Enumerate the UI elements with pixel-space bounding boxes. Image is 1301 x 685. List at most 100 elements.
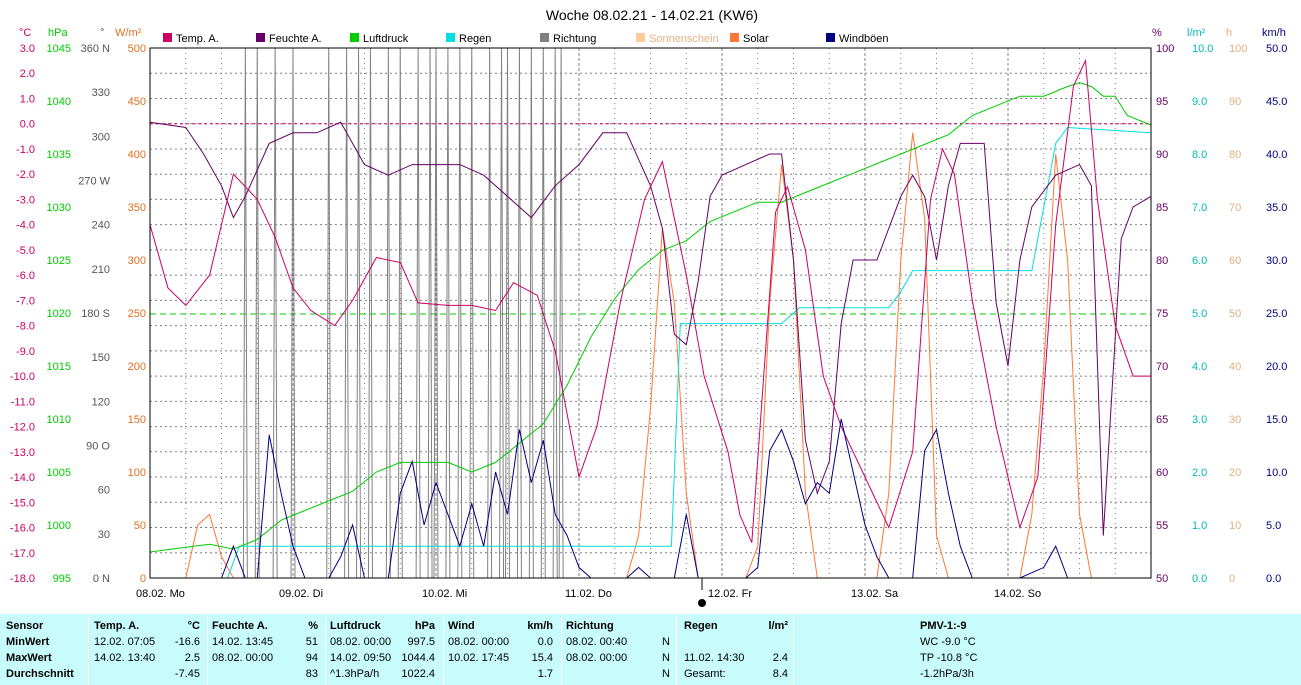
tick-label-sunshine: 30 bbox=[1229, 414, 1241, 426]
legend-swatch bbox=[163, 33, 172, 42]
tick-label-temp: -3.0 bbox=[16, 194, 35, 206]
tick-label-direction: 60 bbox=[98, 485, 110, 497]
tick-label-pressure: 1015 bbox=[47, 361, 71, 373]
tick-label-wind: 45.0 bbox=[1266, 96, 1287, 108]
tick-label-wind: 10.0 bbox=[1266, 467, 1287, 479]
stats-header-wind-unit: km/h bbox=[527, 620, 553, 632]
tick-label-pressure: 1035 bbox=[47, 149, 71, 161]
max-temp-time: 14.02. 13:40 bbox=[94, 652, 156, 664]
stats-header-pmv: PMV-1:-9 bbox=[920, 620, 967, 632]
tick-label-temp: -4.0 bbox=[16, 220, 35, 232]
legend-label: Temp. A. bbox=[176, 33, 219, 45]
axis-unit-label: l/m² bbox=[1187, 27, 1206, 39]
avg-pressure-value: 1022.4 bbox=[401, 668, 435, 680]
tick-label-pressure: 1025 bbox=[47, 255, 71, 267]
tick-label-rain: 9.0 bbox=[1192, 96, 1207, 108]
tick-label-solar: 100 bbox=[128, 467, 146, 479]
min-temp-value: -16.6 bbox=[174, 636, 200, 648]
tick-label-temp: -14.0 bbox=[10, 472, 35, 484]
tick-label-wind: 35.0 bbox=[1266, 202, 1287, 214]
tick-label-sunshine: 40 bbox=[1229, 361, 1241, 373]
max-temp-value: 2.5 bbox=[184, 652, 200, 664]
tick-label-solar: 300 bbox=[128, 255, 146, 267]
rain-total-value: 8.4 bbox=[772, 668, 788, 680]
now-marker-icon bbox=[698, 599, 706, 607]
tick-label-solar: 200 bbox=[128, 361, 146, 373]
tick-label-pressure: 1000 bbox=[47, 520, 71, 532]
tick-label-wind: 50.0 bbox=[1266, 43, 1287, 55]
tick-label-sunshine: 10 bbox=[1229, 520, 1241, 532]
tick-label-temp: -18.0 bbox=[10, 573, 35, 585]
row-min-label: MinWert bbox=[6, 636, 50, 648]
tick-label-temp: -9.0 bbox=[16, 346, 35, 358]
tick-label-sunshine: 50 bbox=[1229, 308, 1241, 320]
avg-direction-value: N bbox=[662, 668, 670, 680]
axes: 08.02. Mo 09.02. Di 10.02. Mi 11.02. Do 12.0… bbox=[10, 27, 1288, 600]
tick-label-temp: -16.0 bbox=[10, 523, 35, 535]
tick-label-humidity: 55 bbox=[1156, 520, 1168, 532]
tick-label-rain: 10.0 bbox=[1192, 43, 1213, 55]
tick-label-solar: 250 bbox=[128, 308, 146, 320]
direction-spike bbox=[385, 47, 391, 579]
legend-label: Richtung bbox=[553, 33, 596, 45]
direction-spike bbox=[242, 47, 248, 579]
day-label: 13.02. Sa bbox=[851, 588, 899, 600]
tick-label-solar: 500 bbox=[128, 43, 146, 55]
axis-unit-label: km/h bbox=[1262, 27, 1286, 39]
legend-swatch bbox=[826, 33, 835, 42]
tick-label-humidity: 80 bbox=[1156, 255, 1168, 267]
legend-label: Luftdruck bbox=[363, 33, 409, 45]
legend-label: Solar bbox=[743, 33, 769, 45]
direction-spike bbox=[558, 47, 564, 579]
min-wind-time: 08.02. 00:00 bbox=[448, 636, 510, 648]
legend-label: Feuchte A. bbox=[269, 33, 322, 45]
max-rain-time: 11.02. 14:30 bbox=[684, 652, 745, 664]
tick-label-sunshine: 20 bbox=[1229, 467, 1241, 479]
humidity-line bbox=[149, 121, 1152, 536]
pmv-wc: WC -9.0 °C bbox=[920, 636, 976, 648]
tick-label-direction: 180 S bbox=[81, 308, 110, 320]
min-wind-value: 0.0 bbox=[537, 636, 553, 648]
tick-label-sunshine: 0 bbox=[1229, 573, 1235, 585]
min-pressure-time: 08.02. 00:00 bbox=[330, 636, 392, 648]
max-wind-time: 10.02. 17:45 bbox=[448, 652, 510, 664]
grid bbox=[150, 48, 1151, 578]
tick-label-wind: 15.0 bbox=[1266, 414, 1287, 426]
tick-label-temp: -15.0 bbox=[10, 497, 35, 509]
tick-label-temp: -12.0 bbox=[10, 422, 35, 434]
direction-spike bbox=[356, 47, 362, 579]
stats-header-temp: Temp. A. bbox=[94, 620, 140, 632]
tick-label-direction: 210 bbox=[92, 264, 110, 276]
min-temp-time: 12.02. 07:05 bbox=[94, 636, 156, 648]
direction-spike bbox=[367, 47, 373, 579]
direction-spike bbox=[457, 47, 463, 579]
tick-label-humidity: 65 bbox=[1156, 414, 1168, 426]
stats-header-rain-unit: l/m² bbox=[768, 620, 788, 632]
tick-label-temp: -17.0 bbox=[10, 548, 35, 560]
tick-label-direction: 300 bbox=[92, 131, 110, 143]
tick-label-sunshine: 70 bbox=[1229, 202, 1241, 214]
direction-spike bbox=[344, 47, 350, 579]
tick-label-humidity: 70 bbox=[1156, 361, 1168, 373]
day-label: 11.02. Do bbox=[565, 588, 612, 600]
tick-label-humidity: 60 bbox=[1156, 467, 1168, 479]
tick-label-rain: 7.0 bbox=[1192, 202, 1207, 214]
tick-label-sunshine: 100 bbox=[1229, 43, 1247, 55]
tick-label-humidity: 90 bbox=[1156, 149, 1168, 161]
direction-spike bbox=[516, 47, 522, 579]
pressure-line bbox=[149, 82, 1152, 553]
direction-spike bbox=[552, 47, 558, 579]
legend-swatch bbox=[540, 33, 549, 42]
legend-swatch bbox=[730, 33, 739, 42]
tick-label-temp: -5.0 bbox=[16, 245, 35, 257]
tick-label-humidity: 100 bbox=[1156, 43, 1174, 55]
stats-header-wind: Wind bbox=[448, 620, 475, 632]
tick-label-solar: 50 bbox=[134, 520, 146, 532]
tick-label-temp: -6.0 bbox=[16, 270, 35, 282]
tick-label-pressure: 1020 bbox=[47, 308, 71, 320]
tick-label-direction: 270 W bbox=[78, 176, 110, 188]
tick-label-pressure: 1040 bbox=[47, 96, 71, 108]
tick-label-direction: 30 bbox=[98, 529, 110, 541]
day-label: 09.02. Di bbox=[279, 588, 323, 600]
min-humidity-time: 14.02. 13:45 bbox=[212, 636, 274, 648]
